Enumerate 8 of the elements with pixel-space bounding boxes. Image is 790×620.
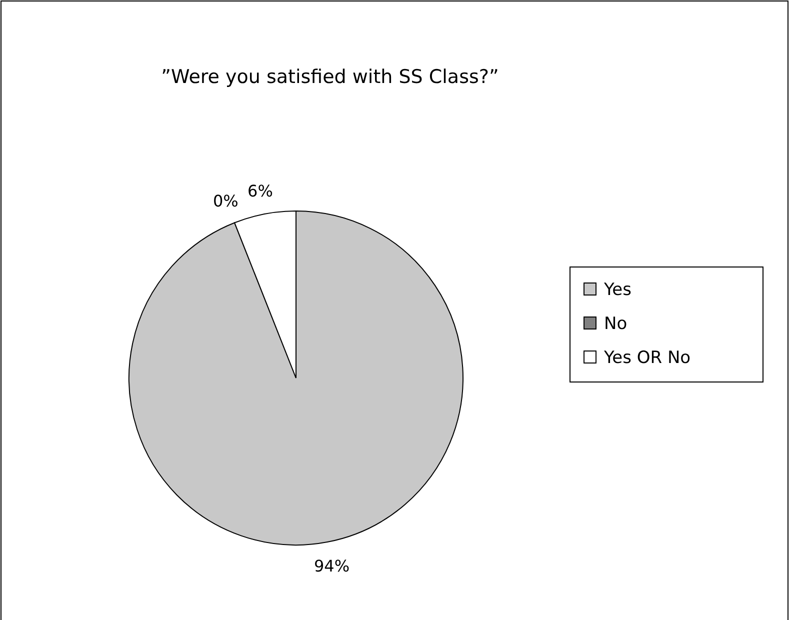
data-label: 6% [248,181,273,200]
pie-slice [128,210,464,546]
legend-label: Yes [603,280,632,300]
legend-label: No [604,314,628,334]
text: 0% [212,191,238,210]
data-label: 94% [314,556,350,576]
legend-label: Yes OR No [603,348,691,368]
chart-title: ”Were you satisfied with SS Class?” [161,66,499,88]
